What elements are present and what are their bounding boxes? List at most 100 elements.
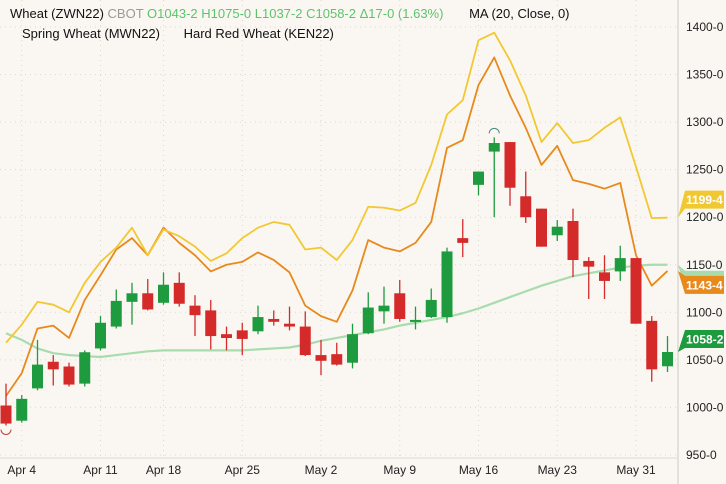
candle: [551, 220, 563, 241]
candle-body: [425, 299, 437, 318]
candle-body: [284, 323, 295, 327]
candle-body: [126, 293, 138, 302]
price-tag-background: [678, 190, 724, 218]
low-value: L1037-2: [254, 6, 303, 21]
candle-body: [488, 143, 500, 152]
candle: [299, 311, 311, 357]
candle: [126, 282, 138, 325]
open-value: O1043-2: [147, 6, 198, 21]
candle: [16, 395, 28, 423]
candle: [662, 336, 673, 372]
candle-body: [16, 398, 28, 421]
candle: [315, 339, 327, 376]
candle-body: [536, 208, 547, 247]
price-tag-background: [678, 330, 724, 353]
candle-body: [32, 364, 43, 389]
x-tick-label: May 16: [459, 463, 499, 477]
candle-body: [158, 284, 169, 303]
x-tick-label: May 23: [538, 463, 578, 477]
candle: [347, 323, 358, 369]
candle: [425, 288, 437, 319]
candle-body: [221, 334, 232, 338]
candle: [47, 355, 59, 386]
y-tick-label: 1050-0: [686, 353, 724, 367]
candle: [0, 383, 12, 426]
candle-body: [173, 282, 185, 304]
candle: [63, 362, 75, 387]
candle-body: [473, 171, 484, 185]
x-tick-label: Apr 11: [83, 463, 118, 477]
chart-legend: Wheat (ZWN22) CBOT O1043-2 H1075-0 L1037…: [10, 6, 570, 41]
price-tag-text: 1058-2: [686, 333, 724, 347]
y-tick-label: 1250-0: [686, 163, 724, 177]
candle-body: [315, 355, 327, 361]
candle: [378, 286, 390, 324]
candle: [536, 208, 547, 247]
high-value: H1075-0: [201, 6, 252, 21]
candle: [205, 299, 217, 350]
candle-body: [236, 330, 248, 339]
price-tag-text: 1199-4: [686, 193, 723, 207]
ma-study-label[interactable]: MA (20, Close, 0): [469, 6, 570, 21]
compare-spring-wheat[interactable]: Spring Wheat (MWN22): [22, 26, 160, 41]
candle-body: [362, 307, 374, 334]
candle: [646, 316, 658, 382]
candle-body: [47, 361, 59, 370]
y-tick-label: 1150-0: [686, 258, 723, 272]
candle: [599, 255, 610, 299]
candle-body: [599, 272, 610, 281]
candle: [614, 245, 626, 281]
x-tick-label: May 9: [383, 463, 416, 477]
x-tick-label: Apr 18: [146, 463, 182, 477]
candle: [236, 322, 248, 356]
price-tag-background: [678, 270, 724, 294]
moving-average-line: [5, 263, 668, 359]
candle: [567, 208, 579, 278]
candle-body: [567, 221, 579, 260]
hard-red-wheat-price-tag: 1143-4: [678, 270, 724, 294]
candle-body: [299, 326, 311, 356]
candle-body: [394, 293, 406, 319]
candle-body: [79, 352, 91, 384]
y-tick-label: 1000-0: [686, 400, 724, 414]
candle: [504, 142, 516, 206]
candle: [362, 292, 374, 335]
x-tick-label: Apr 4: [7, 463, 36, 477]
candle-body: [63, 366, 75, 385]
y-tick-label: 1400-0: [686, 20, 724, 34]
candle: [630, 258, 642, 324]
candle-body: [662, 352, 673, 367]
candle: [410, 306, 421, 330]
candle: [583, 257, 595, 299]
candle: [331, 342, 343, 366]
symbol-name: Wheat (ZWN22): [10, 6, 104, 21]
candle: [79, 350, 91, 387]
candle: [173, 272, 185, 307]
candle-body: [189, 305, 201, 316]
candle-body: [630, 258, 642, 324]
candle: [488, 137, 500, 218]
y-tick-label: 1100-0: [686, 305, 723, 319]
candle-body: [331, 354, 343, 365]
candle: [520, 171, 532, 223]
spring-wheat-line: [5, 31, 668, 344]
candle: [457, 219, 469, 258]
x-tick-label: May 31: [616, 463, 656, 477]
candle-body: [95, 322, 106, 349]
candle: [142, 279, 154, 311]
candle-body: [614, 258, 626, 272]
candle-body: [457, 238, 469, 243]
candle-body: [551, 226, 563, 236]
candle-body: [347, 334, 358, 363]
period-high-marker: [488, 127, 500, 134]
compare-hard-red-wheat[interactable]: Hard Red Wheat (KEN22): [183, 26, 334, 41]
candle-body: [504, 142, 516, 188]
x-tick-label: May 2: [305, 463, 338, 477]
candle-body: [268, 318, 280, 322]
change-value: Δ17-0 (1.63%): [359, 6, 444, 21]
candle: [284, 306, 295, 331]
period-low-marker: [0, 429, 12, 435]
candle: [158, 272, 169, 305]
candle-body: [646, 320, 658, 370]
